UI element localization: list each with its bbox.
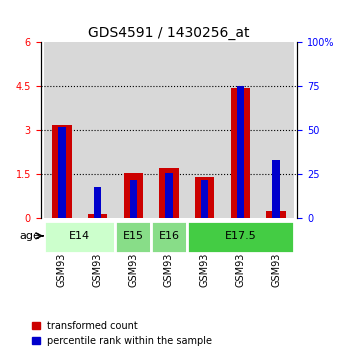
Text: E16: E16 <box>159 231 179 241</box>
Bar <box>272 160 280 218</box>
Text: E17.5: E17.5 <box>224 231 256 241</box>
Legend: transformed count, percentile rank within the sample: transformed count, percentile rank withi… <box>32 321 213 346</box>
Bar <box>237 86 244 218</box>
Title: GDS4591 / 1430256_at: GDS4591 / 1430256_at <box>88 26 250 40</box>
Bar <box>94 187 101 218</box>
Bar <box>266 211 286 218</box>
Bar <box>222 42 258 218</box>
Bar <box>195 177 215 218</box>
Bar <box>151 221 187 253</box>
Bar <box>58 127 66 218</box>
Bar <box>44 221 116 253</box>
Bar <box>116 221 151 253</box>
Bar <box>151 42 187 218</box>
Bar <box>44 42 80 218</box>
Bar <box>165 172 173 218</box>
Bar <box>187 221 294 253</box>
Bar <box>123 173 143 218</box>
Bar <box>116 42 151 218</box>
Text: E14: E14 <box>69 231 90 241</box>
Text: age: age <box>19 231 40 241</box>
Bar <box>80 42 116 218</box>
Bar <box>187 42 222 218</box>
Bar <box>231 88 250 218</box>
Bar <box>258 42 294 218</box>
Bar <box>159 169 179 218</box>
Text: E15: E15 <box>123 231 144 241</box>
Bar <box>130 179 137 218</box>
Bar <box>201 179 208 218</box>
Bar <box>52 125 72 218</box>
Bar <box>88 214 107 218</box>
